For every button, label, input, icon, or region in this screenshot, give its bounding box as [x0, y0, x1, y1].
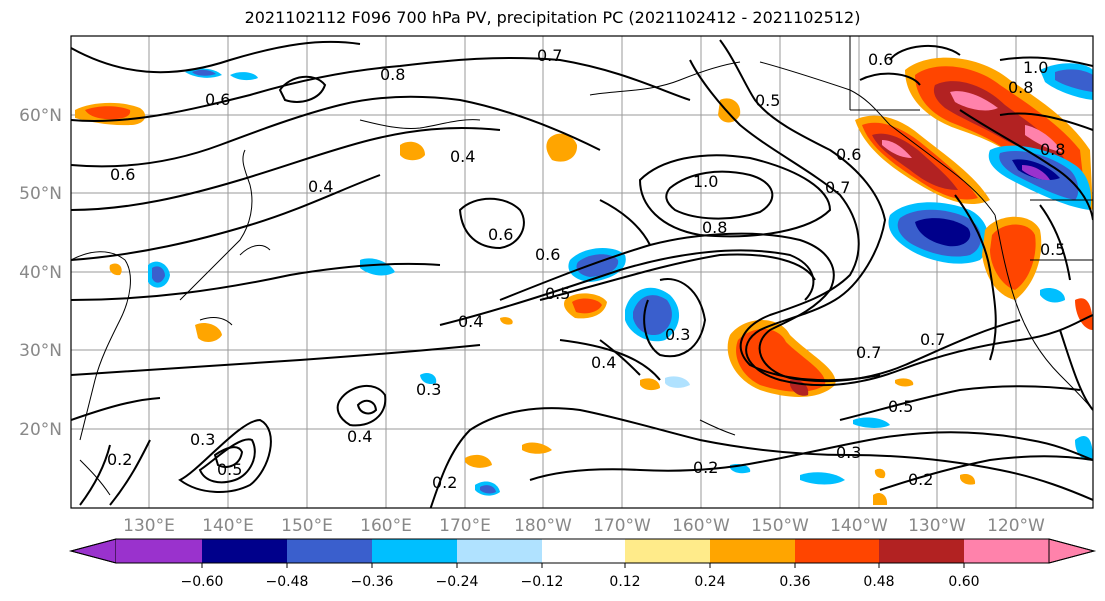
colorbar-tick: 0.48 [863, 574, 894, 590]
contour-label: 0.5 [1040, 240, 1065, 259]
contour-label: 0.8 [380, 65, 405, 84]
contour-label: 0.4 [308, 177, 333, 196]
colorbar-tick: 0.36 [779, 574, 810, 590]
contour-label: 0.3 [665, 325, 690, 344]
contour-label: 0.6 [205, 90, 230, 109]
contour-label: 0.6 [868, 50, 893, 69]
colorbar-tick: −0.12 [521, 574, 564, 590]
contour-label: 0.5 [217, 460, 242, 479]
latitude-labels: 60°N 50°N 40°N 30°N 20°N [19, 106, 62, 440]
colorbar-bin [964, 539, 1049, 563]
contour-label: 0.6 [535, 245, 560, 264]
lat-label: 60°N [19, 106, 62, 126]
contour-label: 0.2 [107, 450, 132, 469]
map-frame [70, 35, 1094, 509]
contour-label: 0.3 [190, 430, 215, 449]
lat-label: 40°N [19, 263, 62, 283]
lon-label: 170°E [439, 516, 491, 536]
colorbar-bin [372, 539, 457, 563]
contour-label: 0.2 [432, 473, 457, 492]
colorbar-bin [879, 539, 964, 563]
contour-label: 0.7 [537, 46, 562, 65]
contour-label: 0.8 [702, 218, 727, 237]
colorbar-tick: 0.12 [609, 574, 640, 590]
colorbar-bin [457, 539, 542, 563]
contour-label: 0.5 [545, 284, 570, 303]
colorbar-bin [710, 539, 795, 563]
colorbar-outline [69, 538, 1096, 564]
colorbar-tick: −0.24 [436, 574, 479, 590]
colorbar: −0.60 −0.48 −0.36 −0.24 −0.12 0.12 0.24 … [69, 538, 1096, 590]
contour-label: 0.6 [836, 145, 861, 164]
colorbar-bin [542, 539, 625, 563]
contour-label: 0.5 [888, 397, 913, 416]
lon-label: 160°W [672, 516, 730, 536]
colorbar-tick: −0.48 [266, 574, 309, 590]
lon-label: 170°W [593, 516, 651, 536]
colorbar-bin [287, 539, 372, 563]
contour-label: 0.6 [110, 165, 135, 184]
contour-label: 0.7 [920, 330, 945, 349]
contour-label: 0.3 [416, 380, 441, 399]
lat-label: 20°N [19, 420, 62, 440]
colorbar-tick: −0.60 [181, 574, 224, 590]
lon-label: 180°W [514, 516, 572, 536]
contour-label: 0.5 [755, 91, 780, 110]
map-title: 2021102112 F096 700 hPa PV, precipitatio… [244, 8, 861, 27]
colorbar-bin [116, 539, 202, 563]
lat-label: 50°N [19, 184, 62, 204]
pv-contours [71, 39, 1093, 508]
coastlines [71, 36, 1093, 496]
longitude-labels: 130°E 140°E 150°E 160°E 170°E 180°W 170°… [123, 516, 1045, 536]
colorbar-bin [625, 539, 710, 563]
contour-label: 0.2 [908, 470, 933, 489]
lon-label: 130°E [123, 516, 175, 536]
lon-label: 130°W [908, 516, 966, 536]
contour-labels: 0.7 0.6 0.8 0.6 1.0 0.8 0.5 0.6 0.7 0.8 … [107, 46, 1065, 492]
lon-label: 150°W [751, 516, 809, 536]
contour-label: 0.4 [591, 353, 616, 372]
lon-label: 140°E [202, 516, 254, 536]
contour-label: 0.2 [693, 458, 718, 477]
contour-label: 1.0 [693, 172, 718, 191]
lat-label: 30°N [19, 341, 62, 361]
contour-label: 0.4 [458, 312, 483, 331]
colorbar-tick: 0.60 [948, 574, 979, 590]
colorbar-tick: 0.24 [694, 574, 725, 590]
colorbar-tick: −0.36 [351, 574, 394, 590]
lon-label: 160°E [360, 516, 412, 536]
contour-label: 0.7 [825, 178, 850, 197]
contour-label: 0.4 [450, 147, 475, 166]
colorbar-bin [795, 539, 879, 563]
contour-label: 0.4 [347, 427, 372, 446]
colorbar-right-extend [1048, 538, 1096, 564]
lon-label: 140°W [830, 516, 888, 536]
lon-label: 120°W [987, 516, 1045, 536]
contour-label: 0.7 [856, 343, 881, 362]
contour-label: 0.8 [1040, 140, 1065, 159]
contour-label: 1.0 [1023, 58, 1048, 77]
colorbar-left-extend [69, 538, 117, 564]
contour-label: 0.8 [1008, 78, 1033, 97]
colorbar-bin [202, 539, 287, 563]
contour-label: 0.6 [488, 225, 513, 244]
lon-label: 150°E [281, 516, 333, 536]
contour-label: 0.3 [836, 443, 861, 462]
